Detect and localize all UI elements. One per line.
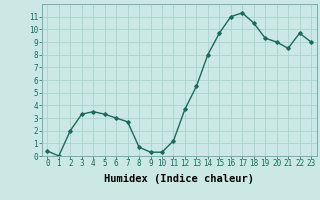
X-axis label: Humidex (Indice chaleur): Humidex (Indice chaleur) bbox=[104, 174, 254, 184]
